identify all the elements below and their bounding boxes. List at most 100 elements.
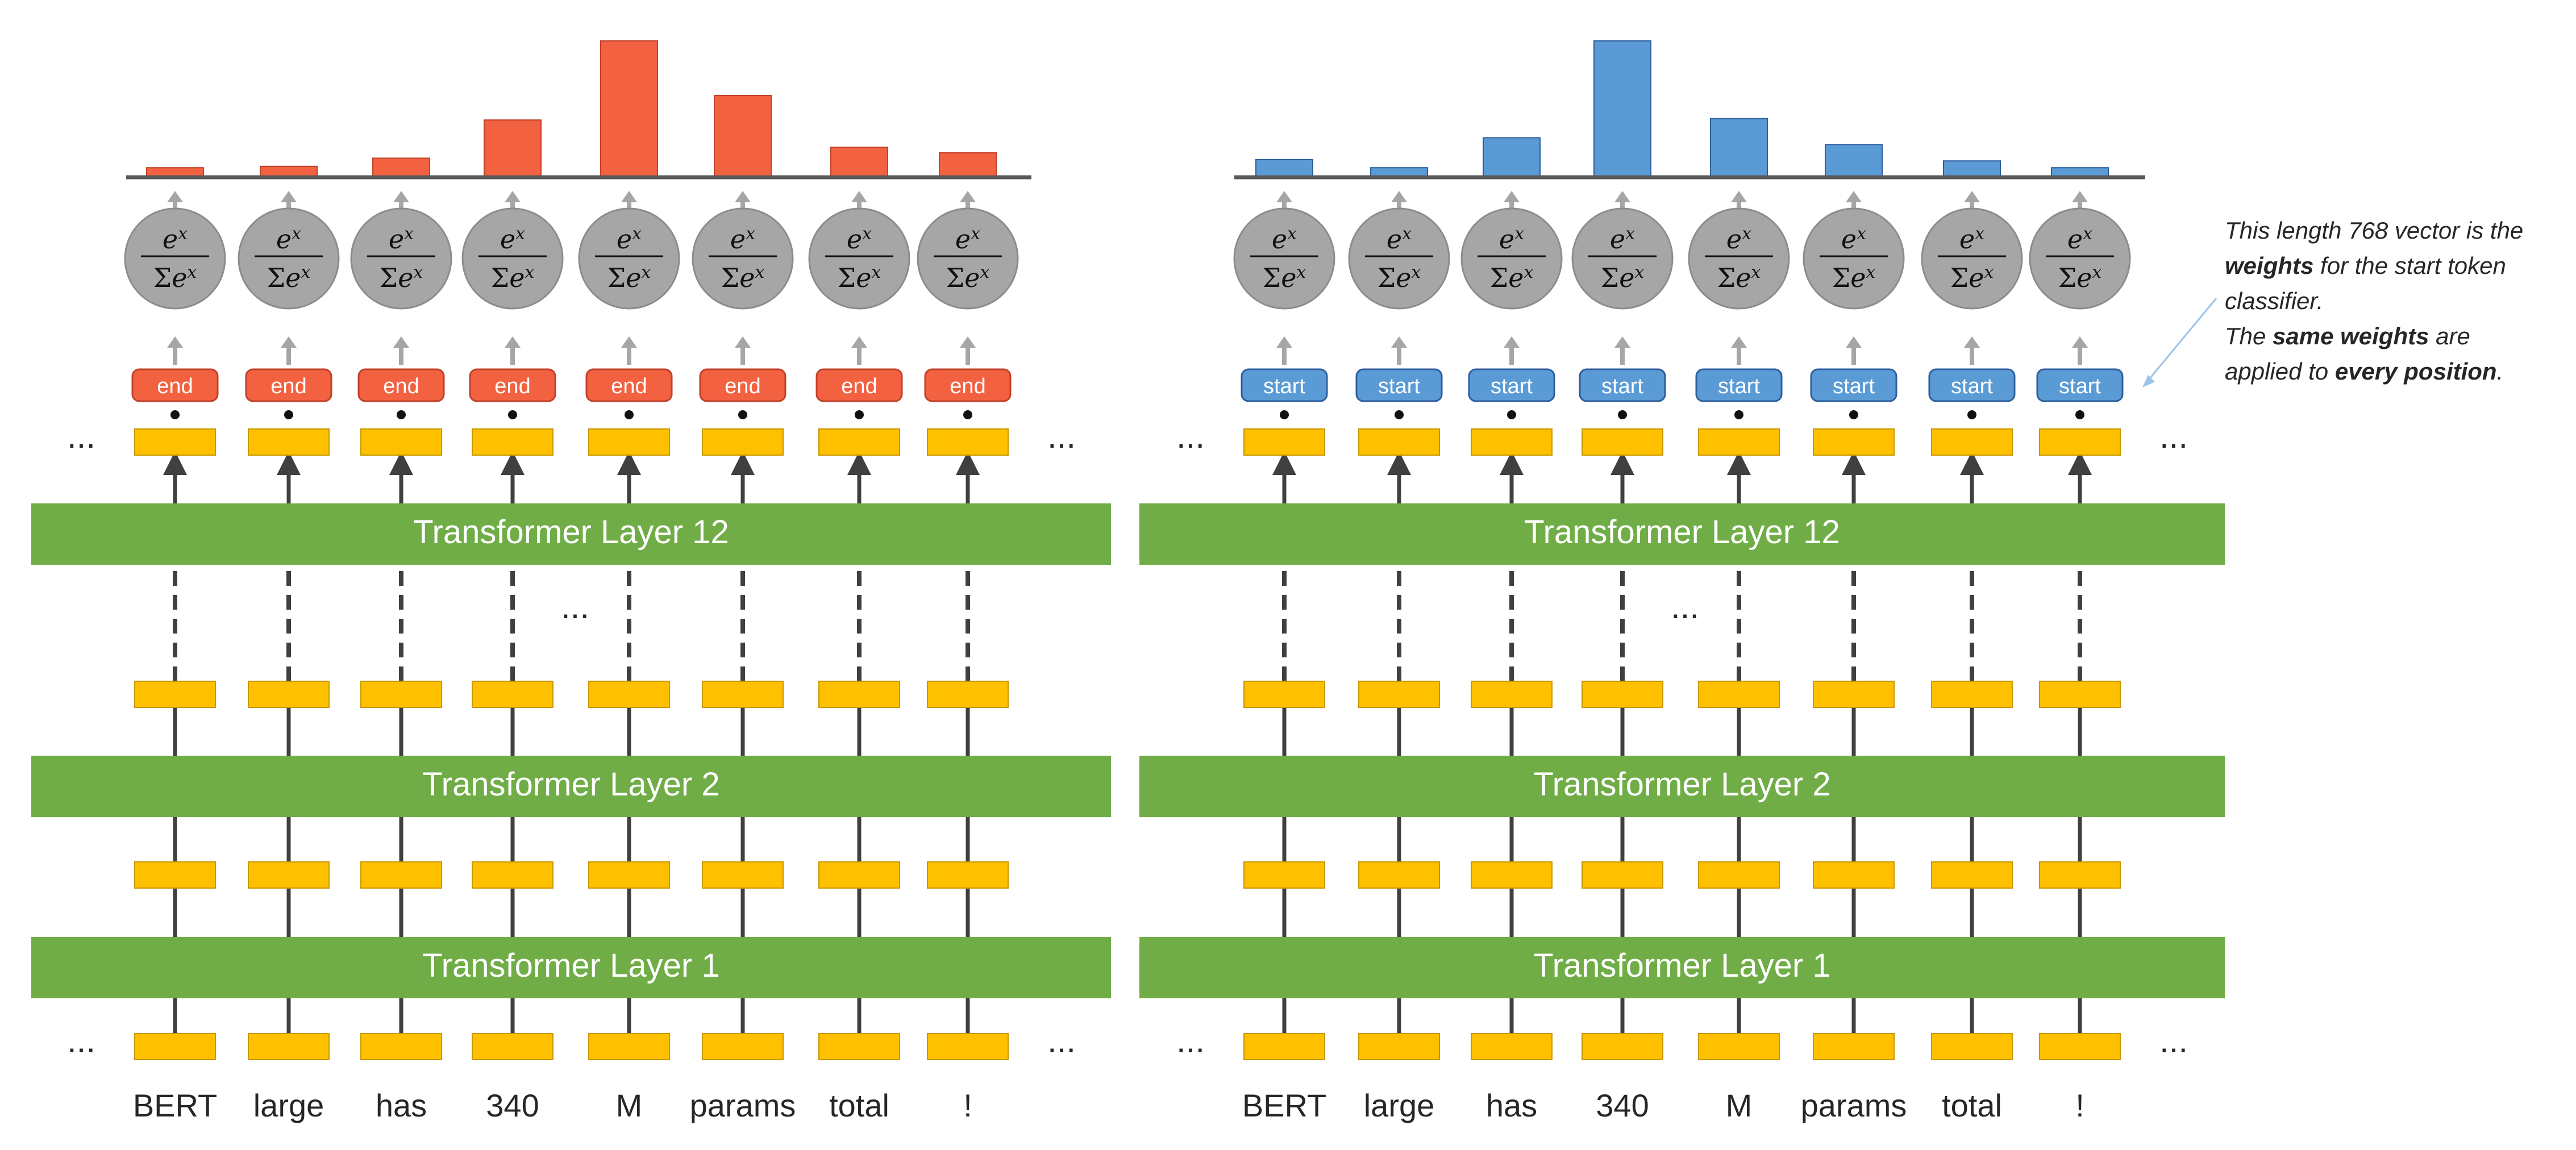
softmax-denominator: Σex <box>1378 262 1421 293</box>
softmax-numerator: ex <box>1499 224 1524 255</box>
token-embedding <box>1243 681 1325 708</box>
token-embedding <box>472 428 554 456</box>
dot-product-symbol <box>1618 410 1627 419</box>
softmax-numerator: ex <box>276 224 301 255</box>
ellipsis-left-bottom: ... <box>1176 1022 1205 1060</box>
transformer-layer-label: Transformer Layer 12 <box>413 514 729 551</box>
token-embedding <box>472 681 554 708</box>
token-embedding <box>472 1033 554 1060</box>
small-arrow-head <box>1964 191 1980 202</box>
dot-product-symbol <box>397 410 406 419</box>
token-embedding <box>1931 861 2013 889</box>
token-embedding <box>2039 1033 2121 1060</box>
dot-product-symbol <box>1507 410 1516 419</box>
softmax-circle <box>2029 207 2131 310</box>
token-embedding <box>1698 861 1780 889</box>
token-embedding <box>702 1033 784 1060</box>
start-classifier-box <box>2036 368 2124 402</box>
token-embedding <box>134 861 216 889</box>
small-arrow-head <box>1276 191 1292 202</box>
end-probability-bar <box>714 95 772 178</box>
softmax-circle <box>578 207 680 310</box>
token-embedding <box>472 861 554 889</box>
token-embedding <box>588 681 670 708</box>
token-embedding <box>360 428 442 456</box>
softmax-node: ex Σex <box>1571 207 1674 310</box>
start-classifier-label: start <box>1833 374 1875 398</box>
ellipsis-left-top: ... <box>67 417 95 455</box>
token-embedding <box>1813 428 1895 456</box>
transformer-layer-label: Transformer Layer 2 <box>1533 766 1830 803</box>
transformer-layer-bottom <box>1139 937 2225 998</box>
small-arrow-head <box>1731 336 1747 348</box>
token-embedding <box>927 428 1009 456</box>
softmax-circle <box>1460 207 1563 310</box>
softmax-denominator: Σex <box>1717 262 1761 293</box>
softmax-circle <box>917 207 1019 310</box>
token-embedding <box>1471 1033 1553 1060</box>
note-line-2-rest: for the start token <box>2320 252 2506 279</box>
token-embedding <box>927 681 1009 708</box>
end-classifier-box <box>699 368 786 402</box>
start-classifier-box <box>1355 368 1443 402</box>
small-arrow-head <box>2072 191 2088 202</box>
softmax-node: ex Σex <box>917 207 1019 310</box>
dot-product-symbol <box>284 410 293 419</box>
token-embedding <box>1582 1033 1663 1060</box>
transformer-layer-bottom <box>31 937 1111 998</box>
token-label: params <box>690 1088 796 1123</box>
softmax-denominator: Σex <box>267 262 311 293</box>
small-arrow-head <box>1846 191 1862 202</box>
softmax-denominator: Σex <box>380 262 423 293</box>
note-same-weights-bold: same weights <box>2273 323 2429 349</box>
small-arrow-head <box>1504 336 1520 348</box>
token-embedding <box>818 681 900 708</box>
small-arrow-head <box>851 191 867 202</box>
softmax-circle <box>1348 207 1450 310</box>
end-classifier-box <box>357 368 445 402</box>
token-embedding <box>248 681 330 708</box>
token-embedding <box>1698 428 1780 456</box>
token-embedding <box>1813 861 1895 889</box>
ellipsis-middle: ... <box>1671 588 1699 626</box>
start-classifier-box <box>1468 368 1555 402</box>
softmax-denominator: Σex <box>153 262 197 293</box>
token-label: total <box>1942 1088 2002 1123</box>
ellipsis-right-bottom: ... <box>1047 1022 1076 1060</box>
dot-product-symbol <box>1395 410 1404 419</box>
token-embedding <box>2039 861 2121 889</box>
softmax-circle <box>1571 207 1674 310</box>
softmax-denominator: Σex <box>1601 262 1645 293</box>
token-embedding <box>134 681 216 708</box>
dot-product-symbol <box>738 410 747 419</box>
token-embedding <box>1358 1033 1440 1060</box>
softmax-numerator: ex <box>389 224 414 255</box>
token-embedding <box>818 1033 900 1060</box>
token-label: M <box>616 1088 643 1123</box>
end-classifier-label: end <box>157 374 193 398</box>
token-embedding <box>1582 681 1663 708</box>
softmax-denominator: Σex <box>838 262 881 293</box>
softmax-node: ex Σex <box>1348 207 1450 310</box>
dot-product-symbol <box>963 410 972 419</box>
small-arrow-head <box>505 191 521 202</box>
token-embedding <box>588 861 670 889</box>
token-embedding <box>818 428 900 456</box>
note-every-position-bold: every position <box>2334 358 2497 385</box>
softmax-numerator: ex <box>617 224 642 255</box>
end-classifier-label: end <box>383 374 419 398</box>
transformer-layer-middle <box>31 756 1111 817</box>
start-classifier-label: start <box>1378 374 1420 398</box>
small-arrow-head <box>735 191 751 202</box>
token-embedding <box>1243 1033 1325 1060</box>
end-classifier-box <box>245 368 332 402</box>
start-classifier-box <box>1579 368 1666 402</box>
softmax-node: ex Σex <box>350 207 452 310</box>
end-classifier-label: end <box>611 374 647 398</box>
token-embedding <box>1931 428 2013 456</box>
start-probability-bar <box>1825 144 1883 178</box>
small-arrow-head <box>735 336 751 348</box>
panel-start: Transformer Layer 12 Transformer Layer 2 T… <box>1139 40 2225 1123</box>
softmax-numerator: ex <box>730 224 755 255</box>
transformer-layer-top <box>1139 503 2225 565</box>
